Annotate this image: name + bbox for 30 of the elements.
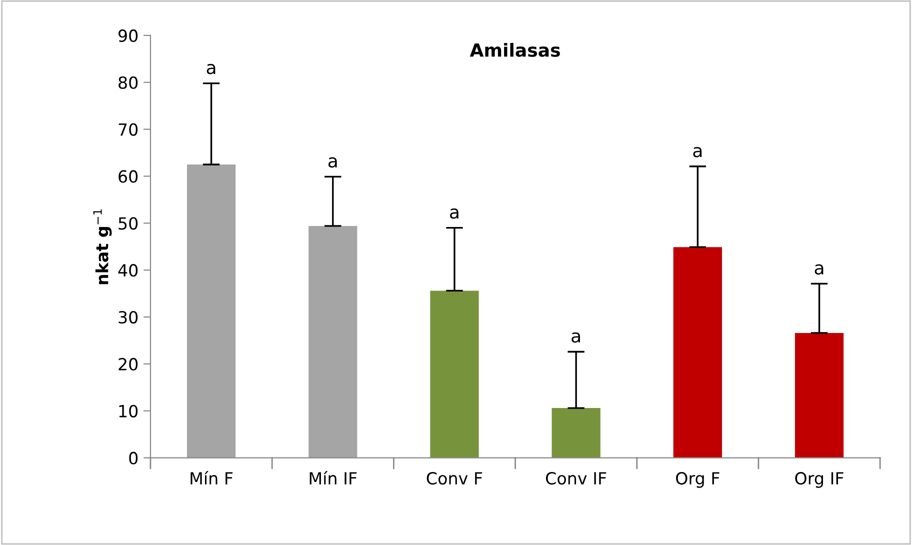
x-tick-label: Conv IF xyxy=(546,472,606,485)
y-tick-label: 80 xyxy=(118,76,138,89)
y-tick-label: 90 xyxy=(118,29,138,42)
y-tick-label: 20 xyxy=(118,358,138,371)
y-tick-label: 60 xyxy=(118,170,138,183)
bar xyxy=(308,226,358,458)
x-tick-label: Mín IF xyxy=(310,471,357,484)
annotation: a xyxy=(814,264,824,275)
bar xyxy=(186,164,236,458)
x-tick-label: Org IF xyxy=(795,472,844,488)
bar xyxy=(552,408,600,458)
y-tick-label: 10 xyxy=(119,404,138,418)
y-tick-label: 0 xyxy=(129,452,138,464)
y-tick-label: 70 xyxy=(118,123,138,136)
bar xyxy=(794,332,844,458)
y-tick-label: 40 xyxy=(118,264,138,277)
annotation: a xyxy=(693,146,702,158)
y-tick-label: 30 xyxy=(118,310,138,324)
x-tick-label: Mín F xyxy=(190,471,233,484)
x-tick-label: Conv F xyxy=(426,472,482,485)
chart-title: Amilasas xyxy=(470,42,560,57)
annotation: a xyxy=(450,208,458,219)
y-axis-title: nkat g$^{−1}$ xyxy=(93,209,112,284)
x-tick-label: Org F xyxy=(676,472,720,488)
annotation: a xyxy=(572,332,580,343)
annotation: a xyxy=(328,157,337,168)
bar xyxy=(430,290,479,458)
bar xyxy=(673,247,722,458)
annotation: a xyxy=(206,64,216,74)
y-tick-label: 50 xyxy=(118,217,138,230)
